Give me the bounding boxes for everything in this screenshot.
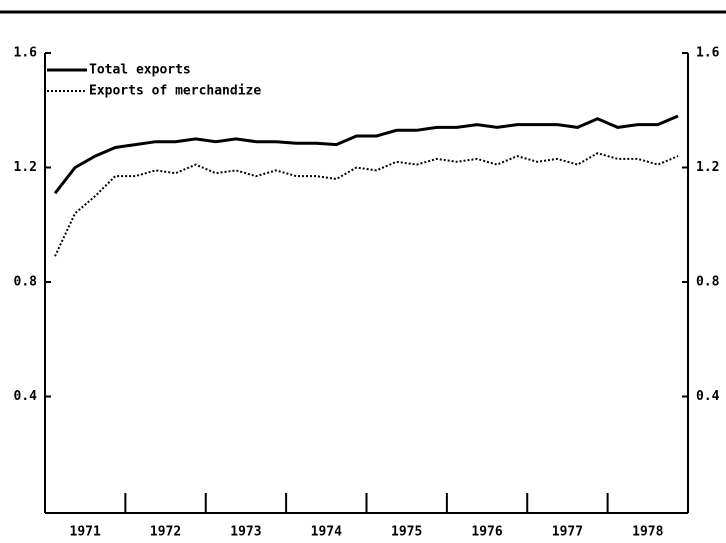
x-tick-label: 1973 xyxy=(230,525,261,540)
x-tick-label: 1972 xyxy=(150,525,181,540)
y2-tick-label: 0.8 xyxy=(696,275,720,290)
y2-tick-label: 1.2 xyxy=(696,160,719,175)
y-tick-label: 1.2 xyxy=(14,160,37,175)
x-tick-label: 1977 xyxy=(552,525,583,540)
x-tick-label: 1974 xyxy=(311,525,342,540)
y-tick-label: 0.8 xyxy=(14,275,38,290)
y-tick-label: 1.6 xyxy=(14,46,38,61)
y2-tick-label: 0.4 xyxy=(696,389,720,404)
x-tick-label: 1976 xyxy=(471,525,502,540)
series-line xyxy=(53,114,679,195)
series-line xyxy=(54,152,679,257)
legend-label: Exports of merchandize xyxy=(89,84,261,99)
y2-tick-label: 1.6 xyxy=(696,46,720,61)
legend-label: Total exports xyxy=(89,63,191,78)
x-tick-label: 1971 xyxy=(70,525,101,540)
y-tick-label: 0.4 xyxy=(14,389,38,404)
x-tick-label: 1975 xyxy=(391,525,422,540)
x-tick-label: 1978 xyxy=(632,525,663,540)
